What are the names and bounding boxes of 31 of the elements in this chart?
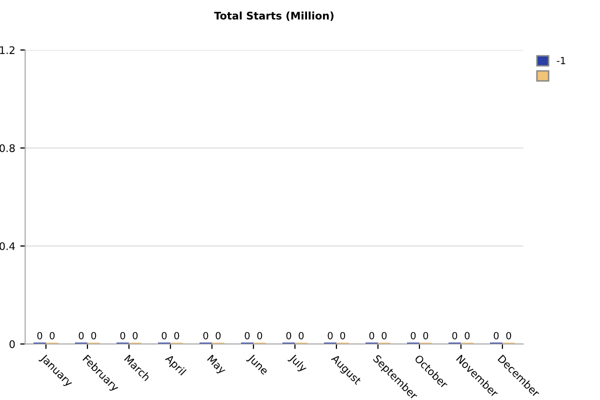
data-label: 0 <box>452 332 458 340</box>
data-label: 0 <box>257 332 262 340</box>
data-label: 0 <box>216 332 221 340</box>
data-label: 0 <box>464 332 470 340</box>
data-label: 0 <box>382 332 387 340</box>
data-label: 0 <box>298 332 304 340</box>
data-label: 0 <box>244 332 250 340</box>
data-label: 0 <box>50 332 55 340</box>
data-label: 0 <box>328 332 333 340</box>
data-label: 0 <box>91 332 96 340</box>
data-label: 0 <box>120 332 126 340</box>
data-label: 0 <box>162 332 167 340</box>
legend-label: -1 <box>556 56 566 64</box>
data-label: 0 <box>37 332 42 340</box>
data-label: 0 <box>410 332 416 340</box>
data-label: 0 <box>423 332 428 340</box>
data-label: 0 <box>174 332 180 340</box>
data-label: 0 <box>369 332 374 340</box>
data-label: 0 <box>286 332 292 340</box>
y-tick-label: 0.8 <box>0 144 15 152</box>
data-label: 0 <box>203 332 208 340</box>
data-label: 0 <box>506 332 512 340</box>
y-tick-label: 1.2 <box>0 46 14 54</box>
data-label: 0 <box>132 332 138 340</box>
y-tick-label: 0 <box>10 340 15 348</box>
data-label: 0 <box>494 332 499 340</box>
y-tick-label: 0.4 <box>0 242 15 250</box>
x-tick-label: July <box>287 353 308 374</box>
data-label: 0 <box>340 332 346 340</box>
data-label: 0 <box>78 332 84 340</box>
chart-title: Total Starts (Million) <box>214 12 334 21</box>
